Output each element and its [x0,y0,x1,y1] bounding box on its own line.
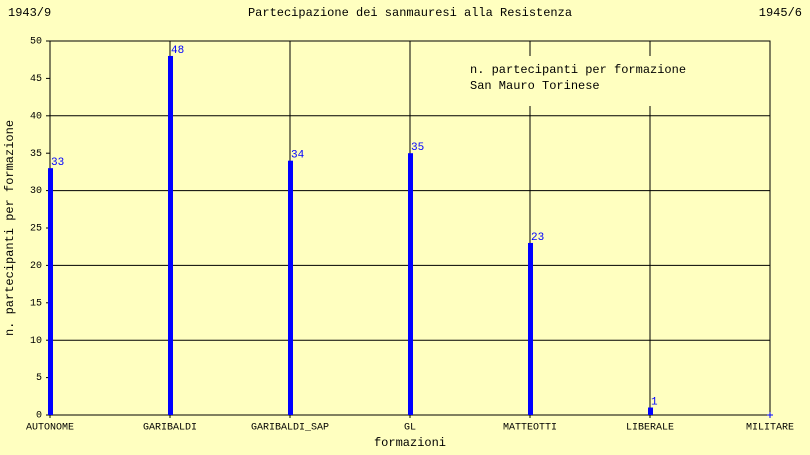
x-tick-label: GARIBALDI_SAP [251,423,329,434]
x-tick-label: GARIBALDI [143,423,197,434]
bar [288,160,293,415]
bar [528,242,533,415]
y-tick-label: 15 [30,298,42,309]
annotation: n. partecipanti per formazione [470,63,686,77]
zero-marker [767,412,773,418]
y-tick-label: 50 [30,37,42,48]
x-tick-label: AUTONOME [26,423,74,434]
y-tick-label: 0 [36,411,42,422]
x-tick-label: GL [404,423,416,434]
value-label: 48 [171,45,184,57]
value-label: 33 [51,157,64,169]
period-end: 1945/6 [759,6,802,20]
y-tick-label: 40 [30,111,42,122]
annotation: San Mauro Torinese [470,79,600,93]
bar [168,55,173,416]
bar [48,168,53,415]
y-tick-label: 30 [30,186,42,197]
bar [648,407,653,415]
value-label: 1 [651,396,658,408]
x-axis-label: formazioni [374,436,446,450]
chart-title: Partecipazione dei sanmauresi alla Resis… [248,6,572,20]
y-tick-label: 5 [36,373,42,384]
period-start: 1943/9 [8,6,51,20]
y-tick-label: 10 [30,336,42,347]
value-label: 23 [531,232,544,244]
y-tick-label: 20 [30,261,42,272]
value-label: 34 [291,150,305,162]
y-tick-label: 35 [30,149,42,160]
value-label: 35 [411,142,424,154]
x-tick-label: LIBERALE [626,423,674,434]
y-axis-label: n. partecipanti per formazione [3,120,17,336]
bar [408,153,413,415]
x-tick-label: MILITARE [746,423,794,434]
x-tick-label: MATTEOTTI [503,423,557,434]
annotation-box [462,56,720,106]
y-tick-label: 25 [30,224,42,235]
y-tick-label: 45 [30,74,42,85]
